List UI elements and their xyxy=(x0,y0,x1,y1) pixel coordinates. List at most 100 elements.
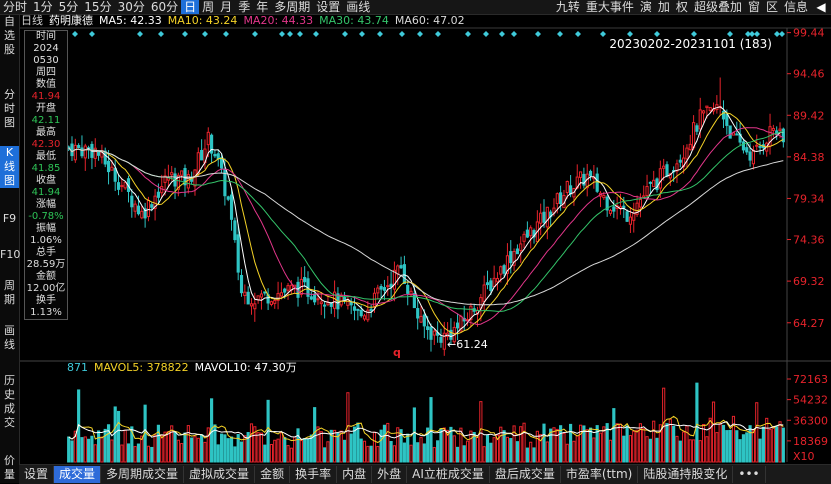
sidebar-item-6[interactable]: 画线 xyxy=(4,324,15,351)
candle-body xyxy=(416,308,420,319)
indicator-tab-9[interactable]: 盘后成交量 xyxy=(490,466,561,483)
volume-bar xyxy=(136,443,141,463)
volume-bar xyxy=(67,436,71,463)
toolbar-right-item-4[interactable]: 权 xyxy=(675,0,688,14)
sidebar-item-7[interactable]: 历史成交 xyxy=(4,374,15,429)
period-tab-8[interactable]: 月 xyxy=(220,0,233,14)
toolbar-right-item-5[interactable]: 超级叠加 xyxy=(693,0,742,14)
chart-grid xyxy=(19,27,831,462)
period-tab-7[interactable]: 周 xyxy=(202,0,215,14)
volume-bar xyxy=(120,444,124,463)
volume-bar xyxy=(239,441,244,463)
volume-bar xyxy=(685,425,689,463)
period-tab-5[interactable]: 60分 xyxy=(150,0,179,14)
candle-body xyxy=(635,202,639,215)
sidebar-item-5[interactable]: 周期 xyxy=(4,279,15,306)
volume-bar xyxy=(436,440,440,463)
candle-body xyxy=(356,308,360,311)
indicator-tab-0[interactable]: 设置 xyxy=(19,466,55,483)
volume-bar xyxy=(412,407,416,463)
volume-bar xyxy=(708,417,712,463)
sidebar-item-8[interactable]: 价量 xyxy=(4,454,15,481)
period-tab-4[interactable]: 30分 xyxy=(117,0,145,14)
period-tab-10[interactable]: 年 xyxy=(256,0,269,14)
indicator-tab-10[interactable]: 市盈率(ttm) xyxy=(561,466,639,483)
indicator-tab-7[interactable]: 外盘 xyxy=(372,466,408,483)
toolbar-right-item-0[interactable]: 九转 xyxy=(555,0,580,14)
event-diamond xyxy=(89,31,95,37)
candle-body xyxy=(133,203,137,212)
toolbar-right-item-6[interactable]: 窗 xyxy=(747,0,760,14)
indicator-tab-3[interactable]: 虚拟成交量 xyxy=(184,466,256,483)
volume-tick-0: 72163 xyxy=(793,373,828,386)
indicator-tab-5[interactable]: 换手率 xyxy=(290,466,338,483)
sidebar-item-1[interactable]: 分时图 xyxy=(4,88,15,129)
indicator-tab-8[interactable]: AI立桩成交量 xyxy=(407,466,490,483)
toolbar-right-item-8[interactable]: 信息 xyxy=(783,0,808,14)
event-diamond xyxy=(182,31,188,37)
volume-bar xyxy=(153,434,157,463)
indicator-tab-12[interactable]: ••• xyxy=(733,466,766,483)
volume-bar xyxy=(721,424,726,463)
indicator-tab-11[interactable]: 陆股通持股变化 xyxy=(638,466,734,483)
volume-bar xyxy=(755,402,759,463)
volume-bar xyxy=(572,440,576,463)
volume-bar xyxy=(442,427,446,463)
period-tab-13[interactable]: 画线 xyxy=(346,0,371,14)
event-diamond xyxy=(483,31,489,37)
toolbar-right-item-2[interactable]: 演 xyxy=(639,0,652,14)
toolbar-right-item-7[interactable]: 区 xyxy=(765,0,778,14)
event-diamond xyxy=(745,31,751,37)
volume-bar xyxy=(163,431,167,463)
volume-bar xyxy=(672,425,676,463)
volume-bar xyxy=(296,428,300,463)
volume-bar xyxy=(306,438,310,463)
candle-body xyxy=(655,178,659,191)
candle-body xyxy=(469,305,473,321)
period-tab-12[interactable]: 设置 xyxy=(316,0,341,14)
indicator-tab-6[interactable]: 内盘 xyxy=(337,466,373,483)
candle-body xyxy=(136,205,141,215)
indicator-tab-2[interactable]: 多周期成交量 xyxy=(101,466,185,483)
volume-bar xyxy=(342,439,347,463)
volume-bar xyxy=(309,434,313,463)
line-type-label: 日线 xyxy=(21,14,43,27)
toolbar-right-item-3[interactable]: 加 xyxy=(657,0,670,14)
sidebar-item-3[interactable]: F9 xyxy=(2,212,17,225)
volume-bar xyxy=(778,421,782,463)
candle-body xyxy=(349,301,353,306)
stock-name: 药明康德 xyxy=(49,14,93,27)
volume-bar xyxy=(446,429,450,463)
candle-body xyxy=(286,285,290,291)
period-tab-1[interactable]: 1分 xyxy=(33,0,53,14)
candle-body xyxy=(505,255,510,274)
info-value-4: 41.94 xyxy=(31,91,61,102)
sidebar-item-4[interactable]: F10 xyxy=(0,248,21,261)
candle-body xyxy=(422,314,426,327)
period-tab-11[interactable]: 多周期 xyxy=(274,0,311,14)
volume-axis: 72163 54232 36300 18369 X10 xyxy=(787,373,828,463)
volume-bar xyxy=(585,429,589,463)
toolbar-right-item-1[interactable]: 重大事件 xyxy=(585,0,634,14)
period-tab-9[interactable]: 季 xyxy=(238,0,251,14)
candle-body xyxy=(283,288,287,293)
period-tab-0[interactable]: 分时 xyxy=(3,0,28,14)
q-marker: q xyxy=(393,346,401,359)
period-tab-2[interactable]: 5分 xyxy=(58,0,79,14)
period-tab-3[interactable]: 15分 xyxy=(84,0,112,14)
event-diamond xyxy=(435,31,441,37)
indicator-tab-4[interactable]: 金额 xyxy=(255,466,291,483)
volume-bar xyxy=(575,435,579,463)
period-tab-6[interactable]: 日 xyxy=(181,0,200,14)
volume-bar xyxy=(628,435,633,463)
ma-value-1: MA10: 43.24 xyxy=(167,14,238,27)
back-arrow-icon[interactable]: ◀ xyxy=(816,0,826,14)
sidebar-item-0[interactable]: 自选股 xyxy=(4,15,15,56)
volume-bar xyxy=(569,423,573,463)
info-label-1: 2024 xyxy=(33,43,59,54)
candle-body xyxy=(725,113,729,126)
candle-body xyxy=(502,265,506,274)
indicator-tab-1[interactable]: 成交量 xyxy=(54,466,102,483)
